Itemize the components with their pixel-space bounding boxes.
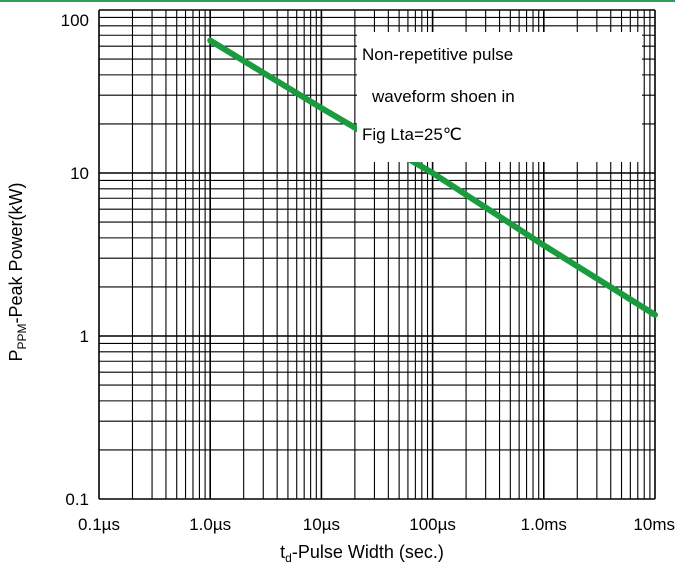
annotation-background: [357, 32, 642, 162]
x-tick-label: 1.0ms: [521, 515, 567, 534]
grid: [98, 9, 656, 500]
annotation-line-3: Fig Lta=25℃: [362, 125, 462, 144]
x-tick-label: 10ms: [633, 515, 675, 534]
y-tick-label: 1: [80, 327, 89, 346]
annotation-line-2: waveform shoen in: [371, 87, 515, 106]
series-line: [207, 37, 658, 318]
tick-labels: 0.1µs 1.0µs 10µs 100µs 1.0ms 10ms 0.1 1 10 100: [61, 11, 675, 534]
y-axis-title: PPPM-Peak Power(kW): [6, 182, 29, 361]
series-group: [207, 37, 658, 318]
x-axis-title: td-Pulse Width (sec.): [280, 542, 444, 565]
y-tick-label: 0.1: [65, 490, 89, 509]
y-tick-label: 100: [61, 11, 89, 30]
x-tick-label: 100µs: [409, 515, 456, 534]
annotation-box: Non-repetitive pulse waveform shoen in F…: [357, 32, 642, 162]
x-tick-label: 1.0µs: [189, 515, 231, 534]
annotation-line-1: Non-repetitive pulse: [362, 45, 513, 64]
x-tick-label: 10µs: [303, 515, 340, 534]
x-tick-label: 0.1µs: [78, 515, 120, 534]
y-tick-label: 10: [70, 164, 89, 183]
